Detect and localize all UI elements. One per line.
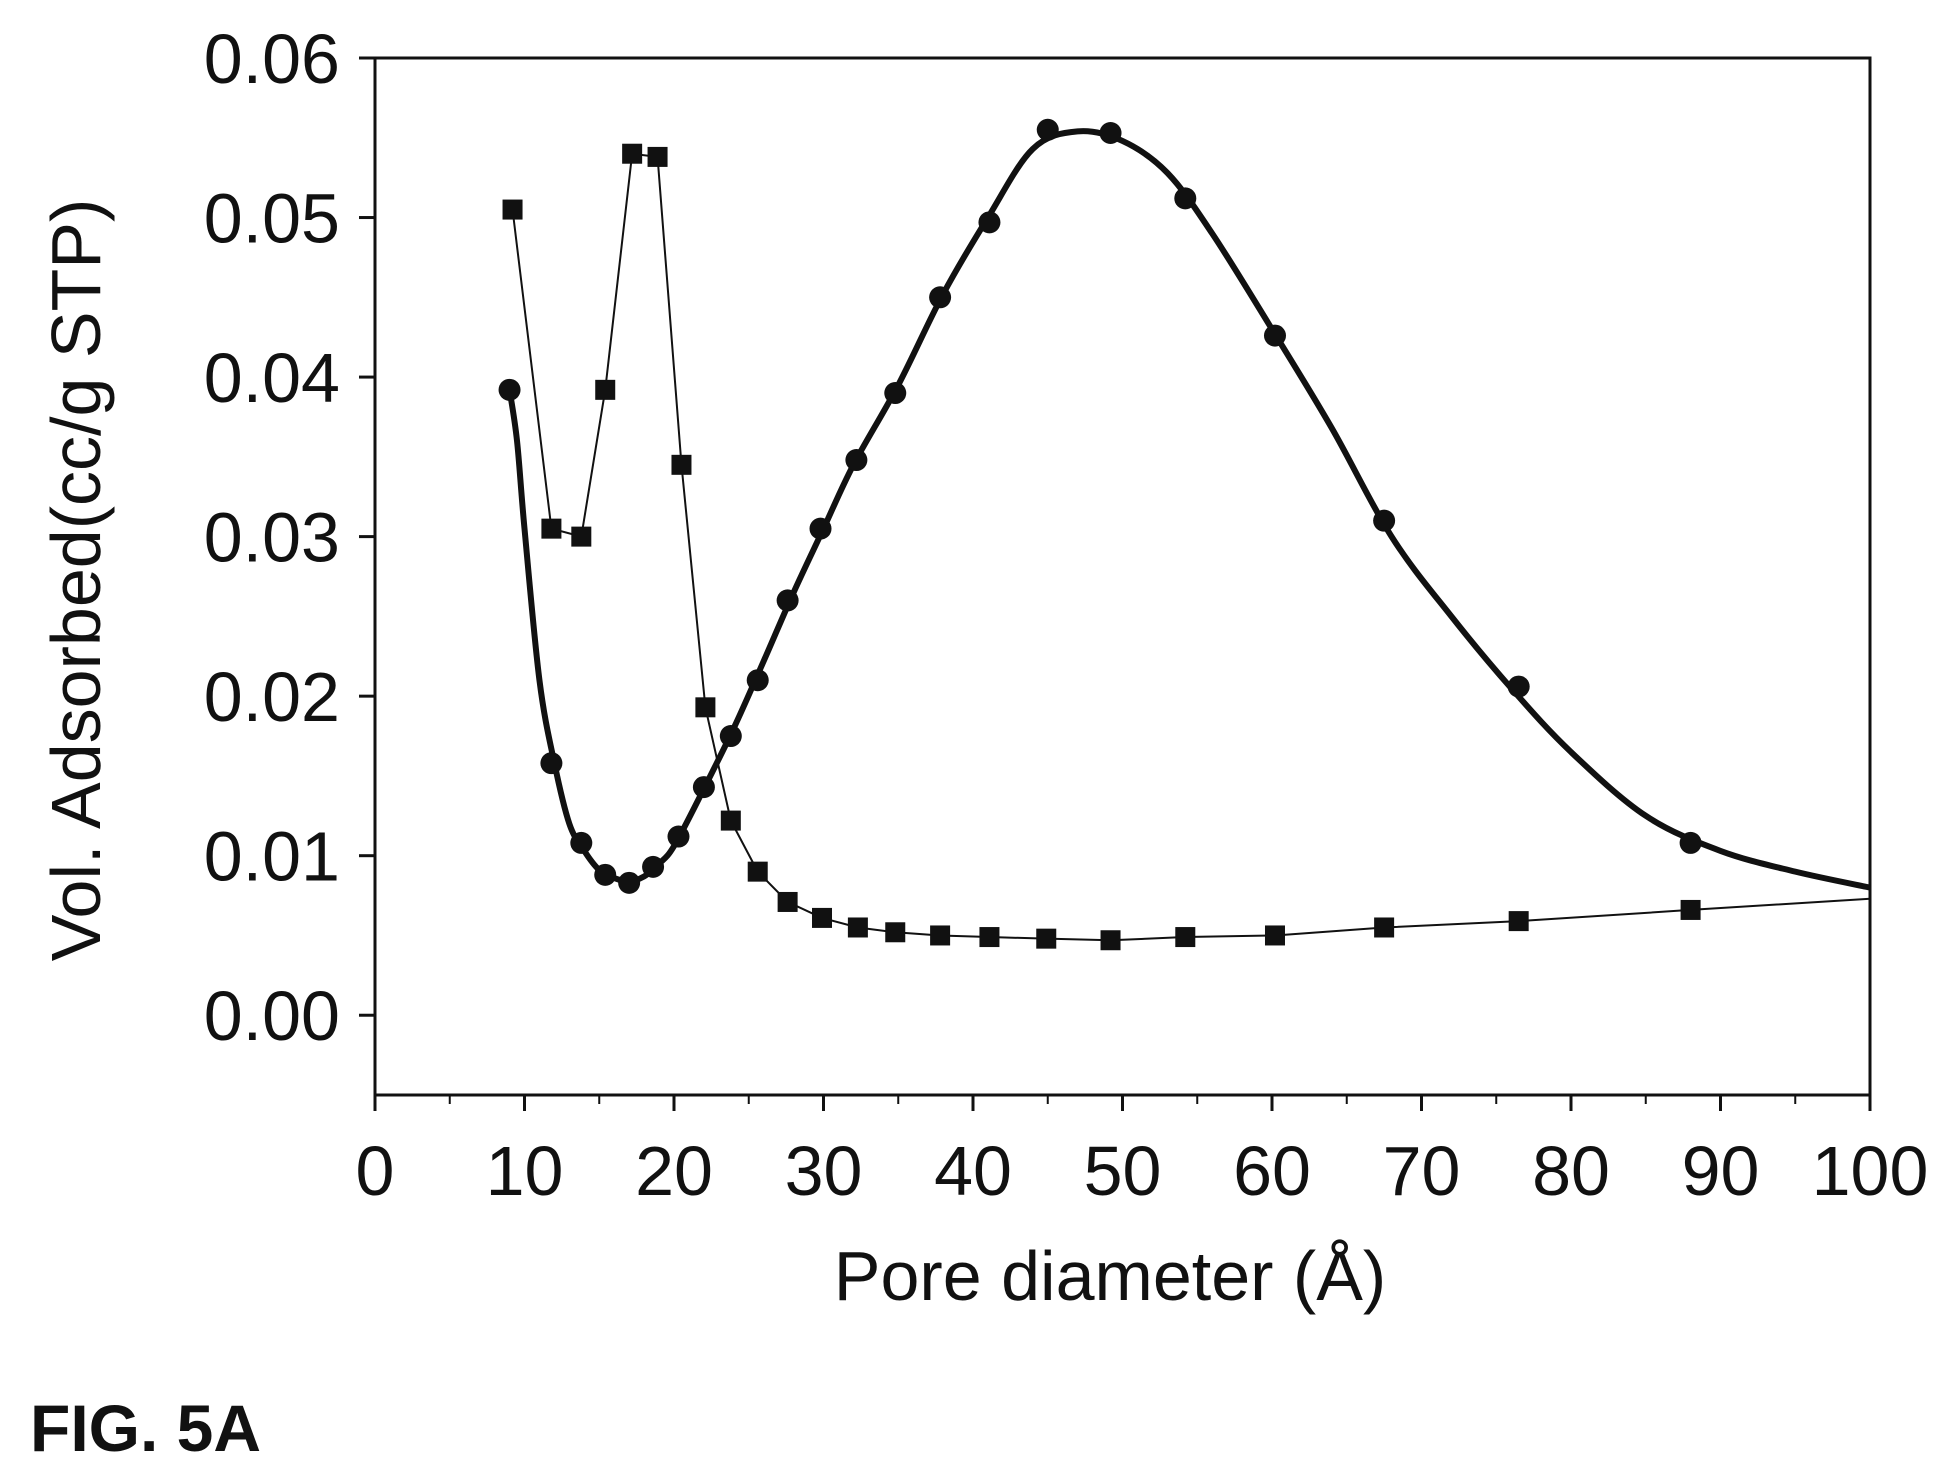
series-2-point (498, 378, 521, 401)
series-1-point (812, 907, 833, 928)
series-2-point (884, 382, 907, 405)
series-1-point (1100, 930, 1121, 951)
axis-ticks (359, 56, 1872, 1111)
series-2-point (746, 669, 769, 692)
series-1-point (595, 379, 616, 400)
series-1-point (720, 810, 741, 831)
series-1-point (930, 925, 951, 946)
series-2-point (845, 449, 868, 472)
series-1-point (1508, 911, 1529, 932)
series-2-point (692, 776, 715, 799)
series-1-point (1374, 917, 1395, 938)
x-tick-label: 30 (785, 1132, 863, 1210)
y-tick-label: 0.02 (204, 658, 340, 736)
series-1-point (571, 526, 592, 547)
x-tick-label: 50 (1084, 1132, 1162, 1210)
series-1-point (979, 927, 1000, 948)
series-1-line (511, 152, 1871, 942)
series-1-point (502, 199, 523, 220)
series-2-line (506, 128, 1871, 891)
y-tick-label: 0.06 (204, 20, 340, 98)
figure-caption: FIG. 5A (30, 1391, 262, 1465)
series-markers (498, 118, 1702, 951)
series-1-point (622, 143, 643, 164)
x-tick-label: 0 (356, 1132, 395, 1210)
series-1-point (695, 697, 716, 718)
y-tick-label: 0.05 (204, 180, 340, 258)
series-1-point (541, 518, 562, 539)
series-2-point (1099, 121, 1122, 144)
x-tick-label: 100 (1812, 1132, 1929, 1210)
series-1-point (847, 917, 868, 938)
series-2-point (809, 517, 832, 540)
x-tick-label: 20 (635, 1132, 713, 1210)
y-tick-labels: 0.00 0.01 0.02 0.03 0.04 0.05 0.06 (204, 20, 340, 1055)
series-2-point (594, 863, 617, 886)
y-tick-label: 0.04 (204, 339, 340, 417)
x-tick-label: 90 (1682, 1132, 1760, 1210)
series-1-point (1036, 928, 1057, 949)
series-2-point (1174, 187, 1197, 210)
series-2-point (642, 855, 665, 878)
series-lines (506, 128, 1871, 942)
series-2-point (667, 825, 690, 848)
x-tick-label: 10 (486, 1132, 564, 1210)
series-2-point (1507, 675, 1530, 698)
series-1-point (671, 454, 692, 475)
x-tick-label: 80 (1532, 1132, 1610, 1210)
y-tick-label: 0.03 (204, 499, 340, 577)
series-2-point (719, 725, 742, 748)
x-axis-title: Pore diameter (Å) (834, 1237, 1386, 1315)
series-2-point (978, 211, 1001, 234)
series-1-point (885, 922, 906, 943)
x-tick-label: 70 (1383, 1132, 1461, 1210)
series-2-point (776, 589, 799, 612)
series-2-point (1373, 509, 1396, 532)
series-1-point (647, 146, 668, 167)
series-2-point (1036, 118, 1059, 141)
x-tick-label: 60 (1233, 1132, 1311, 1210)
series-1-point (1680, 899, 1701, 920)
y-tick-label: 0.00 (204, 977, 340, 1055)
series-1-point (777, 891, 798, 912)
series-2-point (1679, 831, 1702, 854)
series-1-point (1175, 927, 1196, 948)
series-2-point (929, 286, 952, 309)
series-2-point (570, 831, 593, 854)
series-1-point (747, 861, 768, 882)
y-tick-label: 0.01 (204, 818, 340, 896)
series-2-point (540, 752, 563, 775)
series-1-point (1264, 925, 1285, 946)
x-tick-label: 40 (934, 1132, 1012, 1210)
x-tick-labels: 0 10 20 30 40 50 60 70 80 90 100 (356, 1132, 1929, 1210)
series-2-point (618, 871, 641, 894)
series-2-point (1263, 324, 1286, 347)
y-axis-title: Vol. Adsorbed(cc/g STP) (37, 199, 115, 962)
